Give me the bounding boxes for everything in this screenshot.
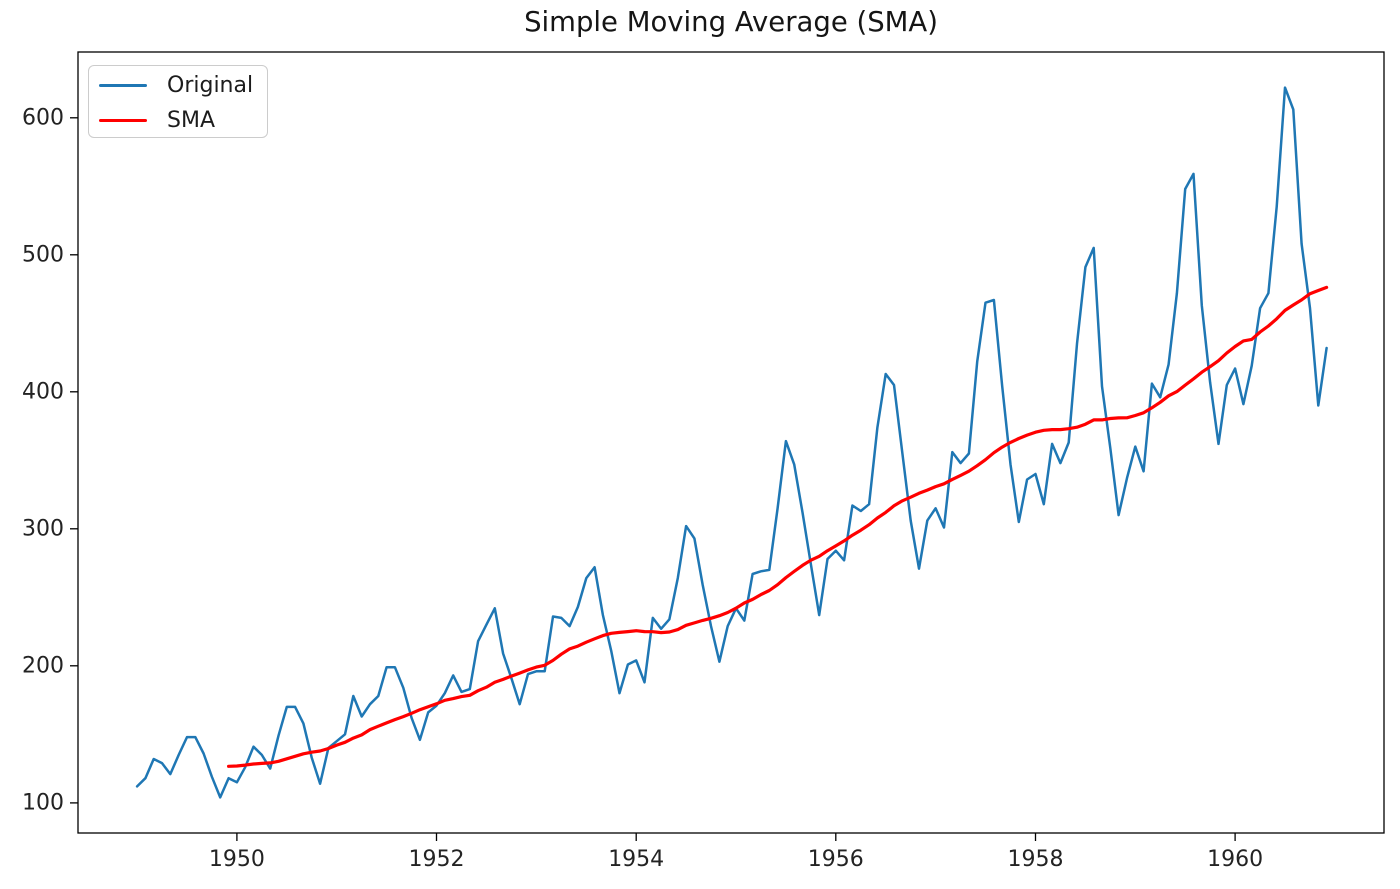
y-tick-label: 500 <box>22 242 64 267</box>
x-tick-label: 1960 <box>1207 847 1263 872</box>
x-axis: 1950 1952 1954 1956 1958 1960 <box>209 833 1263 872</box>
legend-row-sma: SMA <box>89 103 267 138</box>
series-group <box>135 86 1329 799</box>
y-tick-label: 400 <box>22 379 64 404</box>
y-tick-label: 600 <box>22 105 64 130</box>
chart-title: Simple Moving Average (SMA) <box>524 6 938 38</box>
plot-border <box>77 51 1385 834</box>
x-tick-label: 1958 <box>1008 847 1064 872</box>
legend: Original SMA <box>88 65 268 138</box>
x-tick-label: 1950 <box>209 847 265 872</box>
legend-label-sma: SMA <box>167 107 215 133</box>
series-line-original <box>135 86 1328 799</box>
legend-line-original <box>99 84 147 87</box>
legend-label-original: Original <box>167 72 254 98</box>
x-tick-label: 1952 <box>409 847 465 872</box>
series-line-sma <box>227 285 1329 768</box>
y-tick-label: 200 <box>22 653 64 678</box>
x-tick-label: 1956 <box>808 847 864 872</box>
y-axis: 100 200 300 400 500 600 <box>22 105 78 815</box>
legend-line-sma <box>99 118 147 123</box>
y-tick-label: 100 <box>22 790 64 815</box>
legend-row-original: Original <box>89 68 267 103</box>
y-tick-label: 300 <box>22 516 64 541</box>
x-tick-label: 1954 <box>608 847 664 872</box>
